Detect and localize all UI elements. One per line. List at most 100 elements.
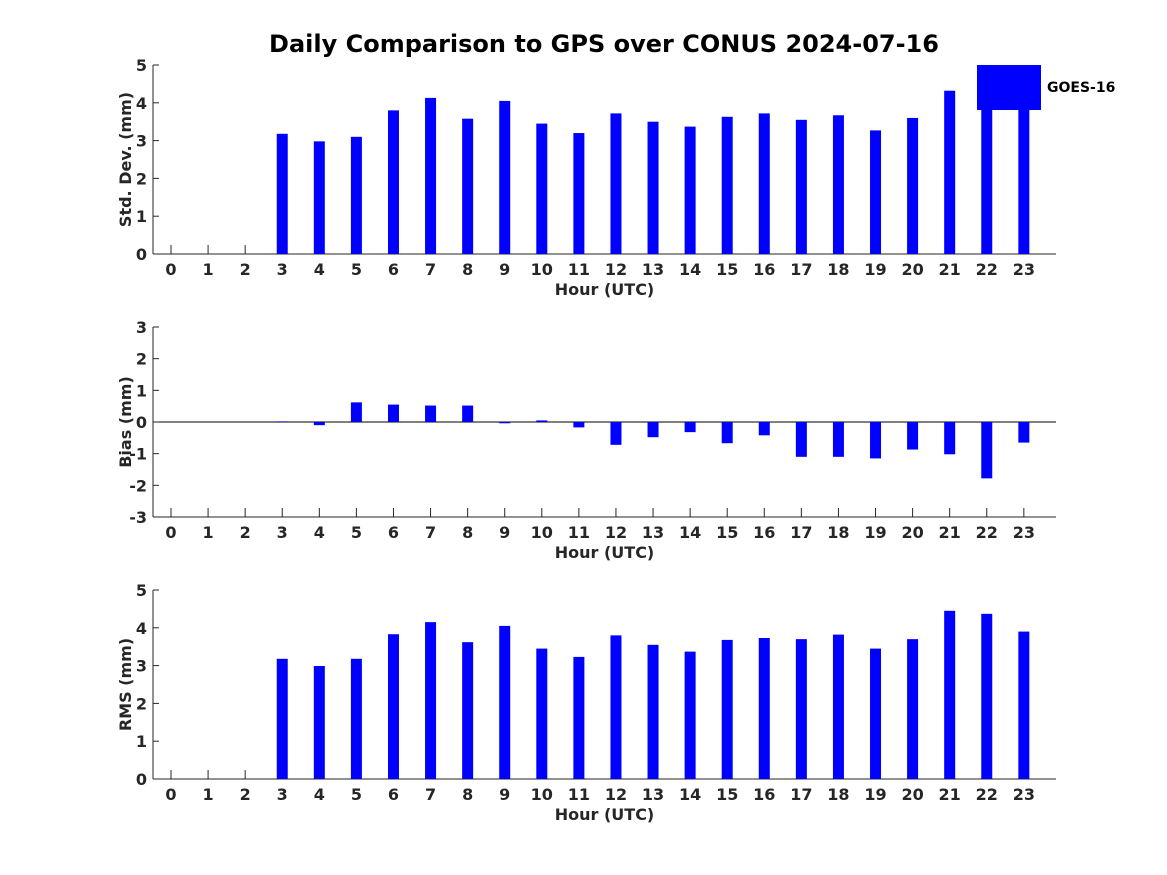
rms-x-tick-label: 14 — [679, 785, 701, 804]
std-bar-hour-4 — [313, 141, 325, 254]
rms-y-tick-label: 1 — [136, 732, 147, 751]
rms-bar-hour-14 — [684, 651, 696, 779]
rms-y-tick-label: 3 — [136, 657, 147, 676]
bias-x-tick-label: 14 — [679, 523, 701, 542]
rms-x-tick-label: 0 — [165, 785, 176, 804]
bias-bar-hour-17 — [795, 422, 807, 457]
rms-x-tick-label: 17 — [790, 785, 812, 804]
bias-x-tick-label: 22 — [976, 523, 998, 542]
rms-x-tick-label: 5 — [351, 785, 362, 804]
std-y-tick-label: 0 — [136, 245, 147, 264]
bias-bar-hour-14 — [684, 422, 696, 433]
bias-x-tick-label: 4 — [314, 523, 325, 542]
bias-bar-hour-4 — [313, 422, 325, 426]
bias-x-tick-label: 10 — [531, 523, 553, 542]
bias-bar-hour-21 — [944, 422, 956, 455]
chart-title: Daily Comparison to GPS over CONUS 2024-… — [269, 30, 939, 58]
std-x-tick-label: 6 — [388, 260, 399, 279]
rms-bar-hour-9 — [499, 625, 511, 779]
bias-bar-hour-19 — [870, 422, 882, 459]
bias-bar-hour-23 — [1018, 422, 1030, 443]
rms-x-tick-label: 19 — [864, 785, 886, 804]
std-x-tick-label: 13 — [642, 260, 664, 279]
std-x-label: Hour (UTC) — [555, 280, 655, 299]
bias-bar-hour-5 — [350, 402, 362, 422]
std-bar-hour-22 — [981, 91, 993, 255]
bias-x-tick-label: 7 — [425, 523, 436, 542]
rms-bar-hour-20 — [907, 639, 919, 779]
bias-x-tick-label: 19 — [864, 523, 886, 542]
bias-y-tick-label: -3 — [129, 508, 147, 527]
bias-bar-hour-20 — [907, 422, 919, 450]
std-x-tick-label: 23 — [1013, 260, 1035, 279]
bias-bar-hour-7 — [425, 405, 437, 422]
bias-bar-hour-12 — [610, 422, 622, 445]
legend-label: GOES-16 — [1047, 80, 1115, 96]
rms-x-tick-label: 8 — [462, 785, 473, 804]
rms-bar-hour-16 — [758, 638, 770, 779]
std-x-tick-label: 22 — [976, 260, 998, 279]
std-x-tick-label: 12 — [605, 260, 627, 279]
bias-bar-hour-18 — [832, 422, 844, 457]
rms-x-tick-label: 7 — [425, 785, 436, 804]
rms-x-tick-label: 6 — [388, 785, 399, 804]
rms-bar-hour-18 — [832, 634, 844, 779]
std-x-tick-label: 10 — [531, 260, 553, 279]
std-y-tick-label: 5 — [136, 56, 147, 75]
bias-x-tick-label: 2 — [240, 523, 251, 542]
bias-bar-hour-3 — [276, 421, 288, 422]
rms-bar-hour-6 — [387, 634, 399, 779]
std-bar-hour-7 — [425, 97, 437, 254]
std-bar-hour-20 — [907, 117, 919, 254]
std-bar-hour-11 — [573, 133, 585, 254]
bias-x-tick-label: 1 — [203, 523, 214, 542]
std-bar-hour-8 — [462, 118, 474, 255]
std-x-tick-label: 3 — [277, 260, 288, 279]
rms-x-tick-label: 20 — [901, 785, 923, 804]
bias-x-tick-label: 12 — [605, 523, 627, 542]
std-bar-hour-14 — [684, 126, 696, 254]
rms-bar-hour-21 — [944, 610, 956, 779]
std-x-tick-label: 9 — [499, 260, 510, 279]
rms-x-tick-label: 3 — [277, 785, 288, 804]
std-x-tick-label: 2 — [240, 260, 251, 279]
bias-y-tick-label: 2 — [136, 350, 147, 369]
std-x-tick-label: 21 — [939, 260, 961, 279]
std-x-tick-label: 1 — [203, 260, 214, 279]
bias-x-tick-label: 11 — [568, 523, 590, 542]
bias-y-tick-label: -2 — [129, 476, 147, 495]
bias-y-tick-label: 3 — [136, 318, 147, 337]
std-bar-hour-15 — [721, 116, 733, 254]
rms-x-tick-label: 23 — [1013, 785, 1035, 804]
rms-x-tick-label: 10 — [531, 785, 553, 804]
rms-bar-hour-17 — [795, 639, 807, 779]
rms-y-tick-label: 2 — [136, 694, 147, 713]
rms-x-tick-label: 21 — [939, 785, 961, 804]
std-x-tick-label: 5 — [351, 260, 362, 279]
rms-bar-hour-5 — [350, 658, 362, 779]
rms-x-label: Hour (UTC) — [555, 805, 655, 824]
bias-x-tick-label: 21 — [939, 523, 961, 542]
legend-swatch-goes-16 — [977, 65, 1041, 110]
std-bar-hour-3 — [276, 133, 288, 254]
std-bar-hour-23 — [1018, 106, 1030, 254]
bias-x-tick-label: 3 — [277, 523, 288, 542]
rms-bar-hour-12 — [610, 635, 622, 779]
std-y-tick-label: 1 — [136, 207, 147, 226]
std-y-tick-label: 2 — [136, 169, 147, 188]
std-bar-hour-10 — [536, 123, 548, 254]
bias-x-tick-label: 6 — [388, 523, 399, 542]
bias-y-label: Bias (mm) — [116, 376, 135, 468]
std-x-tick-label: 18 — [827, 260, 849, 279]
std-x-tick-label: 14 — [679, 260, 701, 279]
std-bar-hour-19 — [870, 130, 882, 254]
std-bar-hour-16 — [758, 113, 770, 254]
bias-x-tick-label: 0 — [165, 523, 176, 542]
std-x-tick-label: 16 — [753, 260, 775, 279]
std-y-tick-label: 3 — [136, 132, 147, 151]
rms-x-tick-label: 16 — [753, 785, 775, 804]
